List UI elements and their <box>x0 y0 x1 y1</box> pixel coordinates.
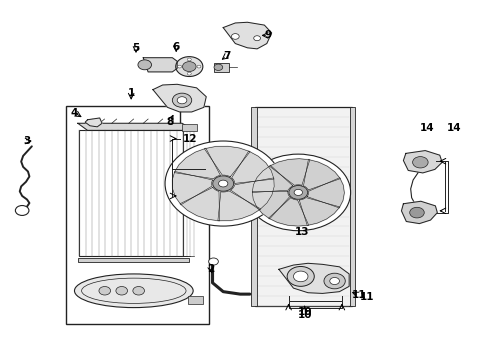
Text: 8: 8 <box>166 117 173 126</box>
Ellipse shape <box>74 274 193 307</box>
Circle shape <box>99 287 111 295</box>
Circle shape <box>213 176 234 191</box>
Circle shape <box>330 278 340 284</box>
Text: 13: 13 <box>295 228 309 238</box>
Circle shape <box>178 65 181 68</box>
Polygon shape <box>299 198 340 225</box>
Circle shape <box>219 180 228 187</box>
Text: 6: 6 <box>172 42 180 52</box>
Circle shape <box>197 65 201 68</box>
Bar <box>214 63 229 72</box>
Bar <box>79 130 183 256</box>
Circle shape <box>294 271 308 282</box>
Polygon shape <box>143 58 177 72</box>
Circle shape <box>165 141 281 226</box>
Polygon shape <box>204 146 250 177</box>
Text: 1: 1 <box>127 88 135 98</box>
Circle shape <box>246 154 351 231</box>
Bar <box>251 107 257 306</box>
Circle shape <box>287 266 314 286</box>
Polygon shape <box>252 166 293 193</box>
Text: 7: 7 <box>223 51 230 61</box>
Polygon shape <box>279 263 349 293</box>
Circle shape <box>176 57 203 77</box>
Polygon shape <box>218 191 261 221</box>
Text: 5: 5 <box>132 43 140 53</box>
Text: 12: 12 <box>183 134 197 144</box>
Circle shape <box>182 62 196 72</box>
Polygon shape <box>401 201 437 224</box>
Polygon shape <box>153 84 206 112</box>
Polygon shape <box>78 123 194 130</box>
Circle shape <box>413 157 428 168</box>
Text: 4: 4 <box>71 108 78 118</box>
Polygon shape <box>403 150 442 173</box>
Circle shape <box>116 287 127 295</box>
Polygon shape <box>85 118 102 127</box>
Polygon shape <box>174 148 220 179</box>
Circle shape <box>177 97 187 104</box>
Text: 14: 14 <box>446 123 461 133</box>
Polygon shape <box>223 22 271 49</box>
Circle shape <box>187 72 191 75</box>
Circle shape <box>15 206 29 215</box>
Circle shape <box>254 36 261 41</box>
Text: 10: 10 <box>297 310 312 320</box>
Polygon shape <box>307 178 344 208</box>
Circle shape <box>172 93 192 107</box>
Polygon shape <box>231 178 274 210</box>
Circle shape <box>209 258 219 265</box>
Circle shape <box>324 273 345 289</box>
Bar <box>78 258 189 262</box>
Bar <box>188 296 203 304</box>
Polygon shape <box>252 192 290 219</box>
Text: 11: 11 <box>352 290 366 300</box>
Polygon shape <box>270 159 310 185</box>
Bar <box>66 105 209 324</box>
Polygon shape <box>303 159 341 190</box>
Polygon shape <box>232 151 274 183</box>
Circle shape <box>231 33 239 39</box>
Text: 11: 11 <box>360 292 375 302</box>
Circle shape <box>294 189 302 195</box>
Text: 10: 10 <box>297 307 312 317</box>
Text: 3: 3 <box>24 136 30 146</box>
Circle shape <box>214 64 223 71</box>
Circle shape <box>187 58 191 61</box>
Circle shape <box>289 185 308 199</box>
Bar <box>350 107 355 306</box>
Circle shape <box>138 60 151 70</box>
Text: 9: 9 <box>265 30 272 40</box>
Polygon shape <box>180 188 220 221</box>
Bar <box>182 124 196 131</box>
Circle shape <box>133 287 145 295</box>
Text: 14: 14 <box>419 123 434 133</box>
Polygon shape <box>172 171 213 205</box>
Circle shape <box>410 207 424 218</box>
Polygon shape <box>269 198 309 226</box>
Text: 2: 2 <box>207 264 215 274</box>
Bar <box>255 107 352 306</box>
